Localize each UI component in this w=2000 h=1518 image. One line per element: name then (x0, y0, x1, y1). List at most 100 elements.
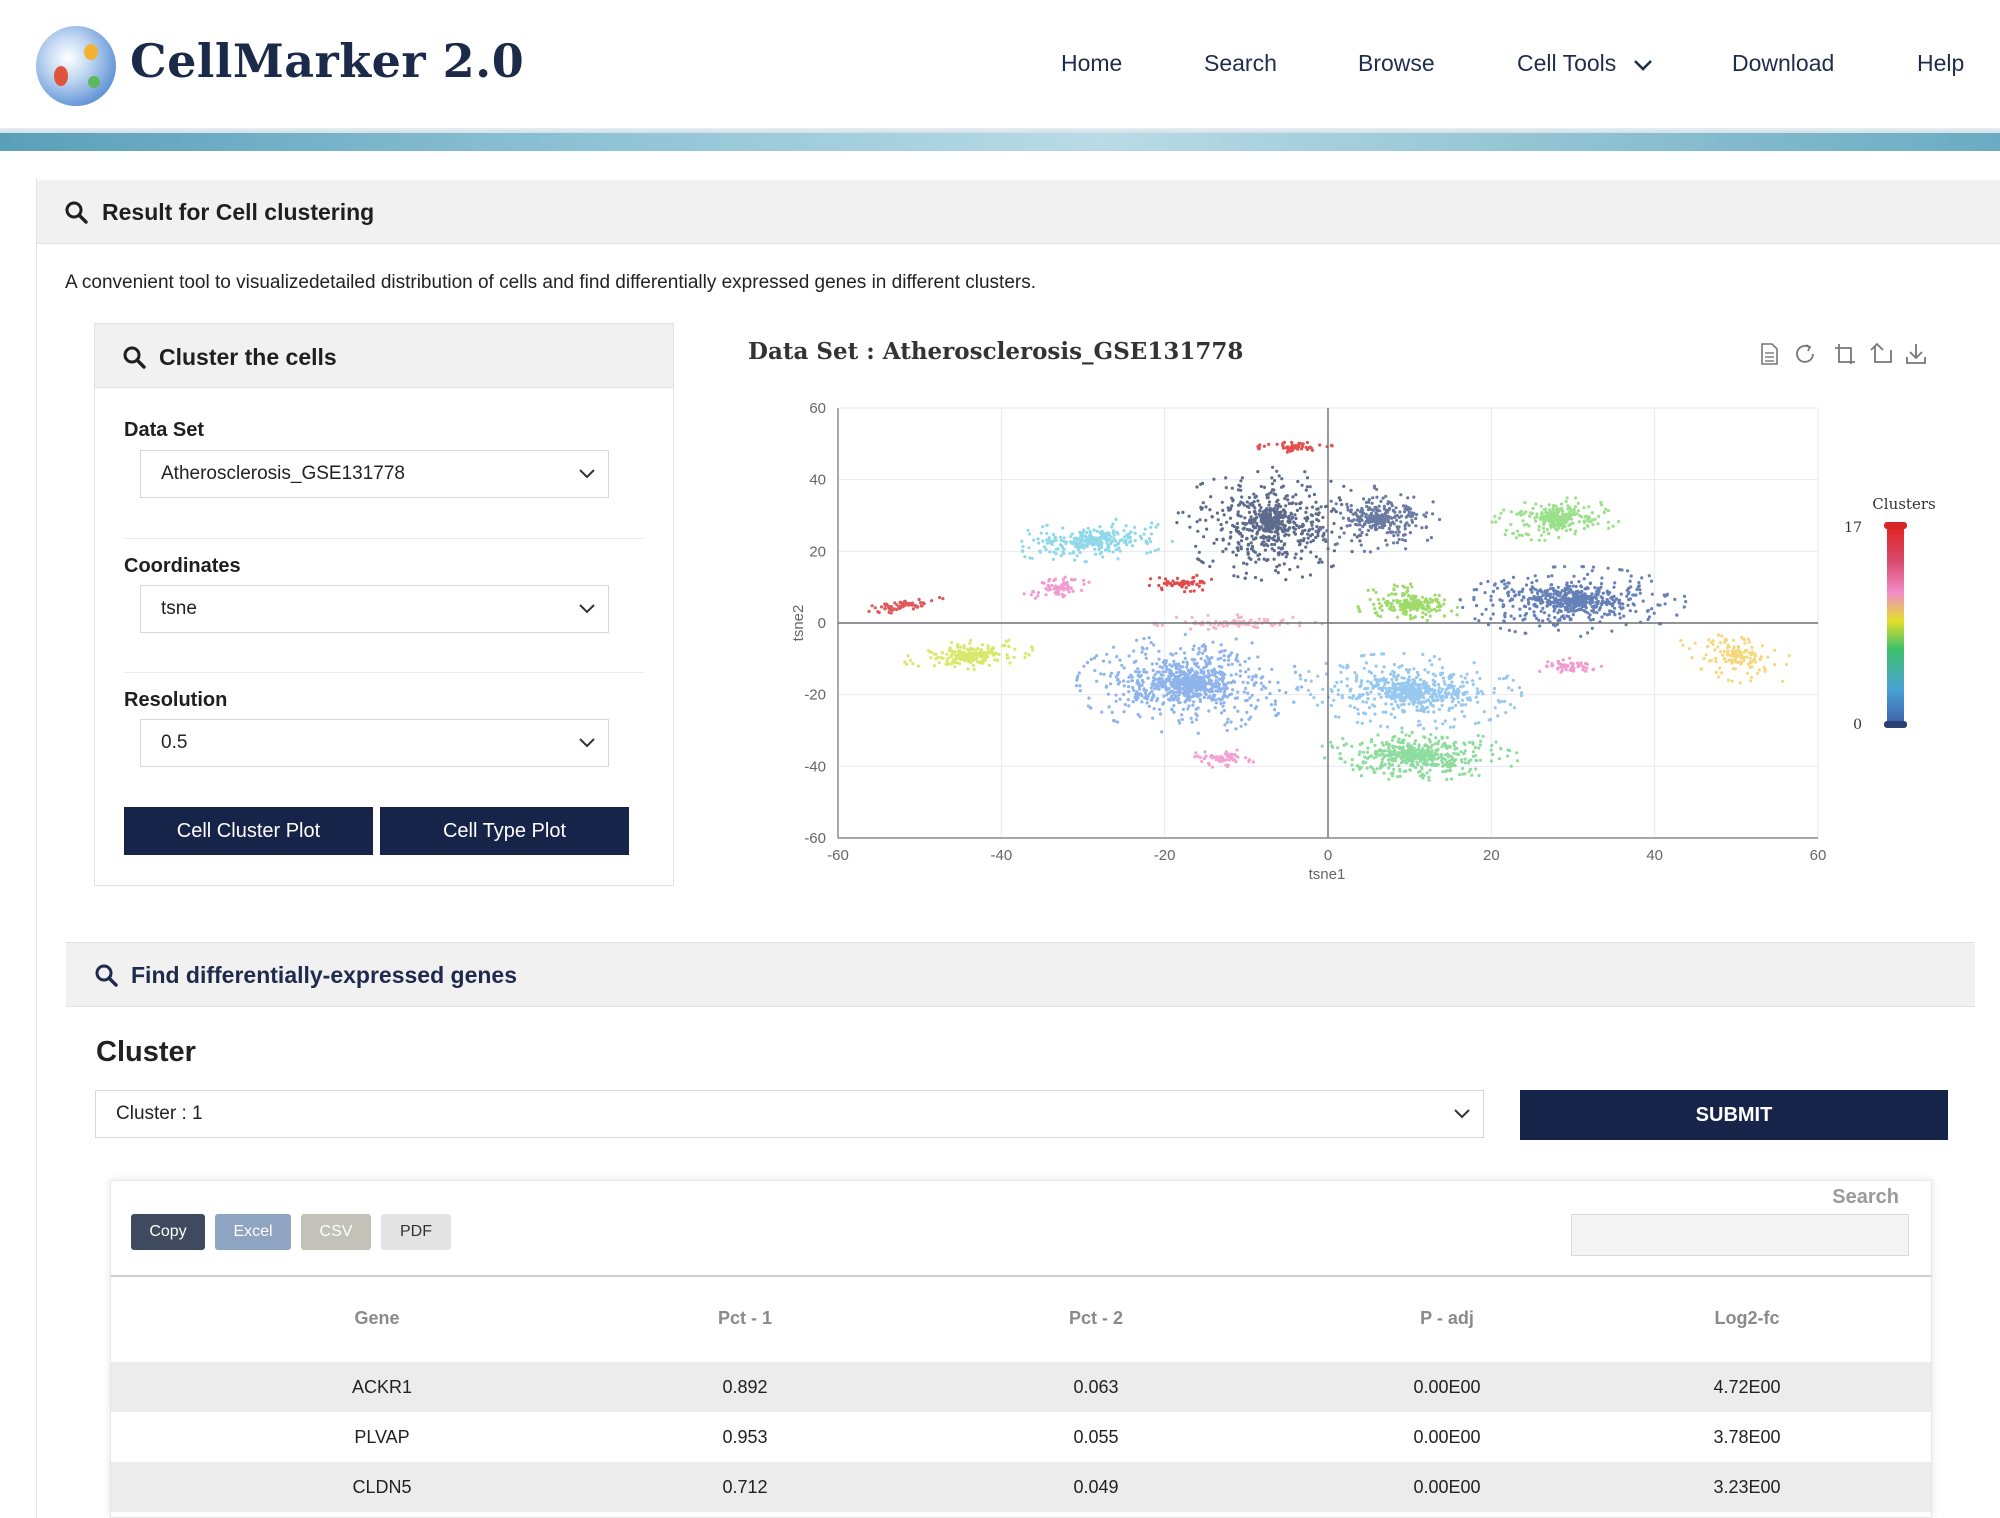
cell-type-plot-button[interactable]: Cell Type Plot (380, 807, 629, 855)
data-point (1232, 574, 1236, 578)
data-point (1402, 702, 1406, 706)
data-point (1253, 550, 1257, 554)
data-point (1459, 685, 1463, 689)
data-point (1365, 504, 1369, 509)
data-point (1414, 598, 1418, 602)
data-point (1189, 627, 1193, 631)
data-point (1212, 541, 1216, 545)
data-point (1403, 527, 1407, 531)
nav-home[interactable]: Home (1061, 50, 1123, 76)
data-point (1178, 701, 1182, 705)
data-point (1190, 615, 1194, 619)
data-point (1131, 685, 1135, 690)
data-point (1286, 519, 1290, 524)
data-point (1591, 600, 1595, 604)
data-point (1634, 609, 1638, 614)
data-point (1437, 593, 1441, 597)
data-point (1174, 651, 1178, 655)
data-point (1175, 682, 1179, 686)
data-point (1293, 513, 1297, 517)
data-point (991, 653, 995, 657)
nav-search[interactable]: Search (1204, 50, 1277, 76)
data-point (1294, 552, 1298, 556)
data-point (1618, 616, 1622, 620)
data-view-icon[interactable] (1757, 342, 1781, 366)
data-point (1272, 506, 1276, 511)
data-point (1293, 445, 1298, 450)
data-point (1418, 678, 1423, 682)
data-point (1236, 575, 1240, 579)
dataset-select[interactable]: Atherosclerosis_GSE131778 (140, 450, 609, 498)
data-point (1140, 683, 1144, 687)
data-point (1360, 530, 1364, 535)
data-point (1090, 538, 1094, 543)
data-point (1489, 617, 1493, 621)
data-point (1346, 508, 1350, 512)
data-point (1026, 528, 1030, 532)
data-point (1120, 663, 1124, 667)
data-point (1233, 705, 1237, 709)
data-point (1161, 673, 1165, 677)
data-point (1461, 605, 1465, 610)
data-point (1595, 611, 1599, 615)
data-point (873, 606, 877, 610)
data-point (1492, 691, 1496, 695)
chevron-down-icon (579, 738, 595, 748)
data-point (1358, 685, 1362, 689)
data-point (1165, 582, 1169, 586)
data-point (1539, 595, 1543, 599)
logo-icon[interactable] (36, 26, 116, 106)
zoom-icon[interactable] (1833, 342, 1857, 366)
data-point (1546, 574, 1550, 579)
data-point (1384, 710, 1388, 714)
data-point (1174, 662, 1178, 666)
download-icon[interactable] (1904, 342, 1928, 366)
data-point (1446, 692, 1450, 696)
restore-icon[interactable] (1793, 342, 1817, 366)
nav-help[interactable]: Help (1917, 50, 1965, 76)
data-point (1738, 681, 1742, 685)
data-point (1196, 706, 1200, 710)
data-point (1693, 641, 1697, 645)
data-point (1179, 647, 1183, 651)
data-point (997, 652, 1001, 657)
data-point (1511, 604, 1515, 608)
data-point (1600, 601, 1604, 605)
data-point (1045, 541, 1049, 545)
data-point (1247, 556, 1251, 560)
data-point (1533, 587, 1538, 592)
data-point (976, 647, 980, 651)
data-point (1186, 707, 1190, 711)
data-point (953, 665, 957, 669)
data-point (1294, 502, 1298, 506)
data-point (1558, 523, 1562, 528)
data-point (1201, 588, 1205, 592)
data-point (1522, 523, 1526, 527)
zoom-reset-icon[interactable] (1869, 342, 1893, 366)
data-point (1305, 506, 1309, 510)
nav-cell-tools[interactable]: Cell Tools (1517, 50, 1653, 78)
coordinates-select[interactable]: tsne (140, 585, 609, 633)
data-point (1582, 609, 1586, 613)
data-point (1753, 654, 1757, 658)
data-point (1198, 697, 1202, 701)
data-point (1410, 683, 1415, 687)
data-point (1126, 698, 1130, 702)
data-point (1457, 700, 1461, 704)
resolution-select[interactable]: 0.5 (140, 719, 609, 767)
nav-download[interactable]: Download (1732, 50, 1835, 76)
data-point (1065, 586, 1069, 590)
cell-cluster-plot-button[interactable]: Cell Cluster Plot (124, 807, 373, 855)
data-point (1569, 604, 1573, 608)
data-point (1229, 673, 1233, 677)
data-point (1513, 630, 1517, 634)
data-point (1414, 594, 1418, 598)
brand-name[interactable]: CellMarker 2.0 (130, 34, 525, 88)
data-point (1413, 615, 1417, 619)
data-point (1203, 645, 1207, 649)
data-point (962, 643, 966, 648)
data-point (1400, 730, 1404, 734)
data-point (1389, 672, 1393, 676)
nav-browse[interactable]: Browse (1358, 50, 1435, 76)
data-point (1553, 600, 1557, 604)
